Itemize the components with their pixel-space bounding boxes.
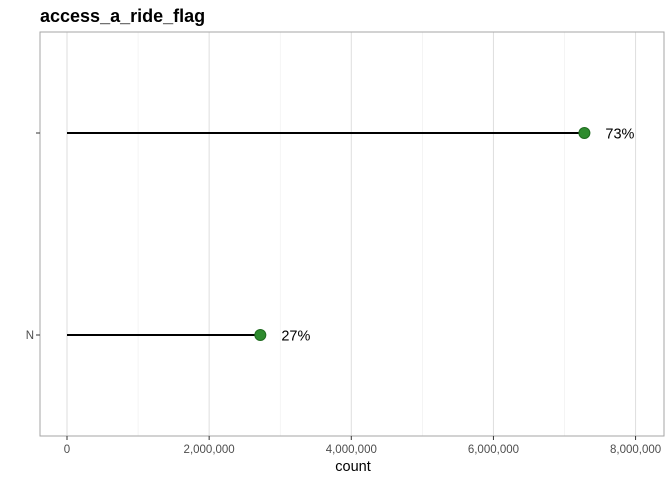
axes: 0 2,000,000 4,000,000 6,000,000 8,000,000 N bbox=[26, 31, 665, 456]
x-tick-label: 8,000,000 bbox=[610, 444, 661, 456]
points bbox=[254, 127, 591, 341]
x-tick-label: 6,000,000 bbox=[468, 444, 519, 456]
lollipop-point bbox=[254, 329, 267, 341]
x-axis-title: count bbox=[335, 459, 370, 475]
data-label: 73% bbox=[605, 127, 634, 143]
grid-lines bbox=[66, 32, 637, 436]
data-label: 27% bbox=[281, 329, 310, 345]
x-tick-label: 2,000,000 bbox=[184, 444, 235, 456]
panel-border bbox=[39, 31, 665, 437]
panel-background bbox=[40, 32, 664, 436]
data-labels: 73% 27% bbox=[281, 127, 634, 345]
stems bbox=[67, 132, 585, 336]
y-tick-label: N bbox=[26, 330, 34, 342]
lollipop-point bbox=[578, 127, 591, 139]
chart-title: access_a_ride_flag bbox=[40, 6, 205, 26]
x-tick-label: 4,000,000 bbox=[326, 444, 377, 456]
x-tick-label: 0 bbox=[64, 444, 70, 456]
